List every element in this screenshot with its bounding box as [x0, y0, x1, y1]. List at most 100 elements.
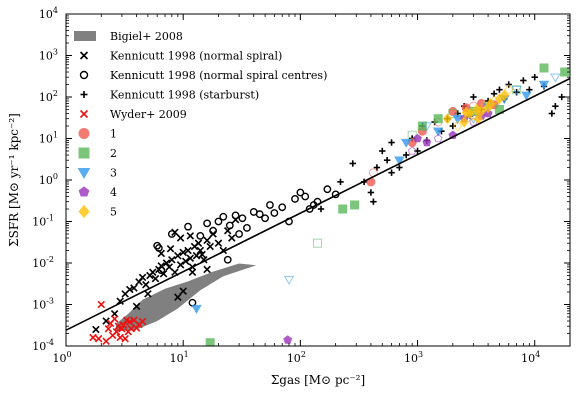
data-point — [270, 209, 279, 217]
data-point — [552, 103, 559, 110]
data-point — [162, 259, 171, 267]
data-point — [283, 275, 295, 285]
data-point — [206, 242, 214, 251]
data-point — [181, 257, 190, 266]
x-tick-label: 104 — [521, 350, 540, 365]
series-8 — [283, 108, 493, 344]
data-point — [148, 268, 157, 276]
data-point — [138, 317, 147, 326]
data-point — [231, 211, 240, 220]
data-point — [89, 333, 97, 342]
data-point — [219, 212, 228, 221]
data-point — [350, 200, 360, 210]
data-point — [531, 73, 538, 81]
data-point — [433, 114, 443, 124]
data-point — [174, 251, 182, 260]
data-point — [407, 146, 417, 155]
data-point — [228, 234, 236, 242]
data-point — [214, 239, 223, 247]
y-tick-label: 102 — [39, 89, 58, 104]
data-point — [349, 160, 356, 167]
data-point — [159, 270, 168, 278]
y-tick-label: 10-1 — [32, 214, 54, 229]
data-point — [394, 156, 405, 166]
data-point — [184, 246, 192, 255]
legend-marker — [79, 51, 89, 60]
data-point — [470, 93, 477, 101]
data-point — [296, 188, 305, 197]
legend-item: 5 — [78, 204, 117, 219]
data-point — [209, 226, 217, 235]
data-layer — [66, 63, 570, 346]
data-point — [243, 224, 251, 232]
data-point — [301, 192, 310, 201]
data-point — [132, 302, 141, 311]
legend-swatch — [74, 31, 96, 41]
data-point — [337, 178, 344, 186]
data-point — [125, 285, 134, 294]
data-point — [312, 238, 322, 248]
y-tick-label: 10-4 — [32, 338, 54, 353]
legend-marker — [79, 70, 89, 80]
data-point — [102, 337, 110, 346]
legend-label: 5 — [110, 206, 117, 219]
data-point — [174, 293, 182, 301]
data-point — [383, 156, 391, 164]
data-point — [317, 205, 325, 213]
legend-item: 4 — [78, 186, 117, 199]
data-point — [194, 239, 203, 247]
data-point — [167, 230, 176, 238]
data-point — [203, 236, 211, 245]
data-point — [448, 109, 458, 119]
data-point — [188, 268, 197, 276]
data-point — [261, 214, 269, 223]
data-point — [291, 195, 299, 203]
series-9 — [442, 84, 514, 132]
data-point — [157, 266, 166, 275]
data-point — [550, 73, 561, 83]
x-tick-label: 101 — [170, 350, 189, 365]
data-point — [176, 261, 185, 269]
data-point — [388, 169, 395, 176]
legend-item: Kennicutt 1998 (normal spiral centres) — [79, 69, 327, 82]
data-point — [379, 147, 386, 155]
legend-item: 1 — [78, 128, 117, 141]
data-point — [367, 189, 375, 196]
data-point — [166, 245, 175, 253]
data-point — [323, 185, 332, 194]
legend-label: 2 — [110, 147, 117, 160]
data-point — [496, 86, 503, 93]
legend: Bigiel+ 2008 Kennicutt 1998 (normal spira… — [74, 30, 327, 219]
data-point — [402, 151, 410, 159]
data-point — [338, 204, 348, 214]
plot-frame — [65, 13, 571, 347]
data-point — [225, 221, 234, 230]
y-tick-label: 10-2 — [32, 255, 54, 270]
data-point — [421, 122, 433, 132]
data-point — [433, 133, 443, 143]
data-point — [255, 210, 264, 219]
legend-item: Kennicutt 1998 (normal spiral) — [79, 50, 282, 63]
series-2 — [153, 185, 340, 307]
legend-item: 3 — [77, 167, 117, 180]
legend-marker — [80, 91, 88, 98]
y-tick-label: 104 — [39, 6, 58, 21]
x-tick-label: 103 — [404, 350, 423, 365]
data-point — [196, 246, 205, 255]
data-point — [417, 121, 427, 131]
data-point — [422, 137, 432, 147]
data-point — [432, 127, 444, 137]
legend-label: Wyder+ 2009 — [110, 108, 187, 121]
x-axis-label: Σgas [M⊙ pc⁻²] — [271, 373, 365, 387]
legend-item: Bigiel+ 2008 — [74, 30, 183, 43]
data-point — [130, 284, 138, 292]
data-point — [223, 255, 232, 264]
bigiel-region — [114, 263, 257, 332]
x-tick-label: 102 — [287, 350, 306, 365]
data-point — [94, 334, 103, 343]
data-point — [184, 222, 192, 231]
data-point — [283, 335, 293, 344]
x-tick-label: 100 — [52, 350, 71, 365]
legend-marker — [78, 204, 90, 219]
